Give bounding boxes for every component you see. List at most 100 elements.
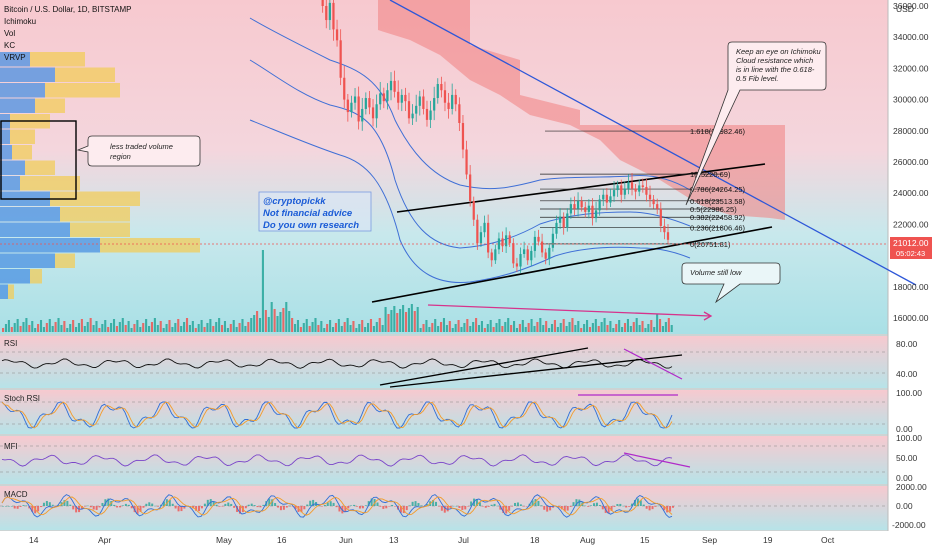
volume-bar: [279, 312, 282, 332]
volume-bar: [667, 318, 670, 332]
candle-body: [512, 243, 515, 264]
volume-bar: [518, 324, 521, 332]
channel-upper-line: [396, 163, 766, 213]
volume-bar: [334, 323, 337, 332]
macd-hist-bar: [192, 506, 195, 509]
volume-bar: [150, 322, 154, 332]
candle-body: [641, 185, 644, 187]
macd-hist-bar: [165, 499, 168, 506]
volume-bar: [442, 318, 446, 332]
candle-body: [418, 96, 421, 106]
volume-bar: [559, 323, 562, 332]
macd-hist-bar: [323, 504, 326, 506]
candle-body: [382, 93, 385, 102]
candle-body: [411, 113, 414, 119]
stoch-rsi-pane[interactable]: Stoch RSI 100.00 0.00: [0, 388, 922, 434]
volume-bar: [378, 318, 381, 332]
volume-bar: [475, 318, 478, 332]
vp-row-up: [0, 238, 100, 253]
volume-bar: [571, 318, 574, 332]
macd-hist-bar: [37, 506, 40, 512]
vp-row-up: [0, 52, 30, 67]
legend-vol[interactable]: Vol: [4, 29, 15, 38]
volume-bar: [250, 318, 253, 332]
macd-hist-bar: [256, 506, 259, 508]
volume-bar: [139, 327, 142, 332]
volume-bar: [72, 320, 75, 332]
volume-bar: [542, 325, 545, 332]
kc-upper-line: [249, 17, 691, 191]
volume-bar: [428, 327, 431, 332]
macd-hist-bar: [332, 502, 335, 506]
chart-legend[interactable]: Bitcoin / U.S. Dollar, 1D, BITSTAMP Ichi…: [4, 5, 131, 62]
volume-bar: [656, 314, 659, 332]
volume-bar: [311, 322, 314, 332]
macd-hist-bar: [525, 506, 528, 507]
volume-bar: [670, 325, 673, 332]
time-axis-panel[interactable]: [0, 531, 932, 550]
macd-hist-bar: [484, 506, 487, 508]
volume-bar: [2, 328, 5, 332]
macd-hist-bar: [83, 506, 86, 507]
volume-bar: [477, 325, 481, 332]
volume-bar: [583, 324, 586, 332]
volume-bar: [375, 322, 378, 332]
macd-hist-bar: [607, 506, 610, 514]
macd-hist-bar: [478, 502, 481, 506]
volume-bar: [577, 321, 580, 332]
candle-body: [519, 254, 522, 267]
volume-bar: [203, 327, 206, 332]
time-tick-7: 18: [530, 535, 540, 545]
volume-bar: [480, 321, 483, 332]
mfi-tick-50: 50.00: [896, 453, 918, 463]
volume-bar: [121, 318, 124, 332]
macd-hist-bar: [663, 506, 666, 511]
legend-vrvp[interactable]: VRVP: [4, 53, 26, 62]
watermark-line3: Do you own research: [263, 220, 359, 231]
rsi-pane[interactable]: RSI 80.00 40.00: [0, 339, 918, 388]
candle-body: [663, 225, 666, 233]
candle-body: [494, 249, 497, 261]
legend-kc[interactable]: KC: [4, 41, 15, 50]
vp-row-up: [0, 269, 30, 284]
macd-hist-bar: [162, 501, 165, 506]
macd-hist-bar: [587, 506, 590, 507]
candlestick-series: [321, 0, 670, 273]
macd-hist-bar: [350, 505, 353, 506]
macd-pane[interactable]: MACD 2000.00 0.00 -2000.00: [0, 482, 927, 530]
candle-body: [397, 91, 400, 103]
macd-tick-2000: 2000.00: [896, 482, 927, 492]
macd-hist-bar: [633, 499, 636, 506]
volume-bar: [504, 322, 507, 332]
volume-bar: [425, 320, 428, 332]
vp-row-up: [0, 67, 55, 82]
macd-hist-bar: [566, 506, 569, 511]
candle-body: [598, 199, 601, 211]
volume-bar: [28, 325, 31, 332]
macd-hist-bar: [405, 506, 408, 511]
macd-hist-bar: [198, 506, 201, 512]
volume-bar: [110, 323, 113, 332]
candle-body: [479, 232, 483, 244]
candle-body: [634, 188, 637, 192]
candle-body: [422, 96, 425, 109]
macd-hist-bar: [25, 505, 28, 507]
mfi-pane[interactable]: MFI 100.00 50.00 0.00: [0, 433, 922, 483]
stoch-d-line: [1, 401, 673, 429]
candle-body: [569, 204, 572, 214]
vp-row-up: [0, 176, 20, 191]
candle-body: [328, 2, 331, 21]
volume-bar: [495, 323, 498, 332]
macd-hist-bar: [116, 506, 119, 508]
price-axis-panel[interactable]: [888, 0, 932, 550]
candle-body: [353, 96, 357, 103]
vp-row-down: [30, 52, 85, 67]
macd-hist-bar: [458, 506, 461, 509]
legend-ichimoku[interactable]: Ichimoku: [4, 17, 36, 26]
macd-hist-bar: [236, 506, 239, 512]
volume-bar: [45, 323, 48, 332]
macd-hist-bar: [443, 506, 446, 513]
macd-hist-bar: [557, 506, 560, 507]
vp-row-up: [0, 98, 35, 113]
